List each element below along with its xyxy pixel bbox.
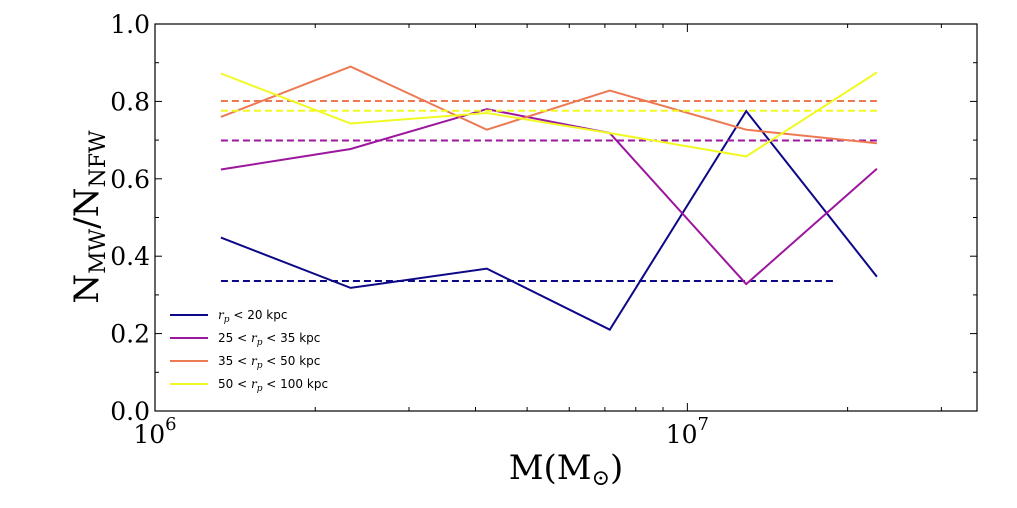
x-tick-label-exp: 7 [698, 414, 709, 435]
legend-label-part: 25 < [218, 331, 251, 345]
x-tick-label: 106 [133, 414, 176, 449]
series-4 [220, 71, 878, 158]
legend-label: 35 < rp < 50 kpc [218, 354, 320, 371]
x-axis-title-main: M(M [509, 448, 592, 488]
x-axis-title: M(M⊙) [509, 448, 624, 491]
legend-label-part: p [257, 384, 263, 394]
legend-label-part: p [257, 338, 263, 348]
y-axis-title-s1: MW [86, 228, 111, 274]
legend-label-part: p [257, 361, 263, 371]
y-tick-label: 0.2 [110, 320, 150, 349]
legend-entry: 50 < rp < 100 kpc [170, 377, 328, 394]
legend-label-part: < 35 kpc [262, 331, 320, 345]
y-tick-label: 0.6 [110, 165, 150, 194]
legend-label-part: r [251, 331, 258, 345]
x-tick-label-base: 10 [133, 420, 165, 449]
y-tick-label: 0.8 [110, 87, 150, 116]
x-tick-label-base: 10 [666, 420, 698, 449]
series-4-line [220, 71, 878, 158]
y-tick-label: 0.4 [110, 242, 150, 271]
y-axis-title-n1: N [67, 274, 107, 304]
series-3-line [220, 65, 878, 145]
legend-label-part: r [251, 377, 258, 391]
y-tick-labels: 0.0 0.2 0.4 0.6 0.8 1.0 [110, 10, 150, 426]
legend-label-part: r [251, 354, 258, 368]
legend-label: 50 < rp < 100 kpc [218, 377, 328, 394]
x-tick-label: 107 [666, 414, 709, 449]
y-axis-title: NMW/NNFW [67, 130, 111, 304]
series-2 [220, 108, 878, 286]
legend-label-part: < 100 kpc [262, 377, 328, 391]
legend-label-part: 50 < [218, 377, 251, 391]
legend-label-part: < 50 kpc [262, 354, 320, 368]
x-tick-labels: 106 107 [133, 414, 709, 449]
legend-label-part: < 20 kpc [230, 308, 288, 322]
legend-label-part: r [218, 308, 225, 322]
legend-entry: 35 < rp < 50 kpc [170, 354, 320, 371]
legend-label-part: p [224, 315, 230, 325]
series-layer [220, 65, 878, 331]
series-2-line [220, 108, 878, 286]
legend-label: rp < 20 kpc [218, 308, 287, 325]
y-axis-title-slash: /N [67, 188, 107, 229]
x-axis-title-sub: ⊙ [592, 466, 610, 491]
legend-label-part: 35 < [218, 354, 251, 368]
plot-area [155, 24, 977, 411]
series-1-line [220, 109, 878, 331]
legend-entry: 25 < rp < 35 kpc [170, 331, 320, 348]
plot-frame [154, 23, 978, 412]
y-tick-label: 1.0 [110, 10, 150, 39]
series-1 [220, 109, 878, 331]
series-3 [220, 65, 878, 145]
x-tick-label-exp: 6 [165, 414, 176, 435]
x-axis-title-close: ) [610, 448, 623, 488]
legend-entry: rp < 20 kpc [170, 308, 287, 325]
y-axis-title-s2: NFW [86, 130, 111, 188]
legend-label: 25 < rp < 35 kpc [218, 331, 320, 348]
y-tick-label: 0.0 [110, 397, 150, 426]
